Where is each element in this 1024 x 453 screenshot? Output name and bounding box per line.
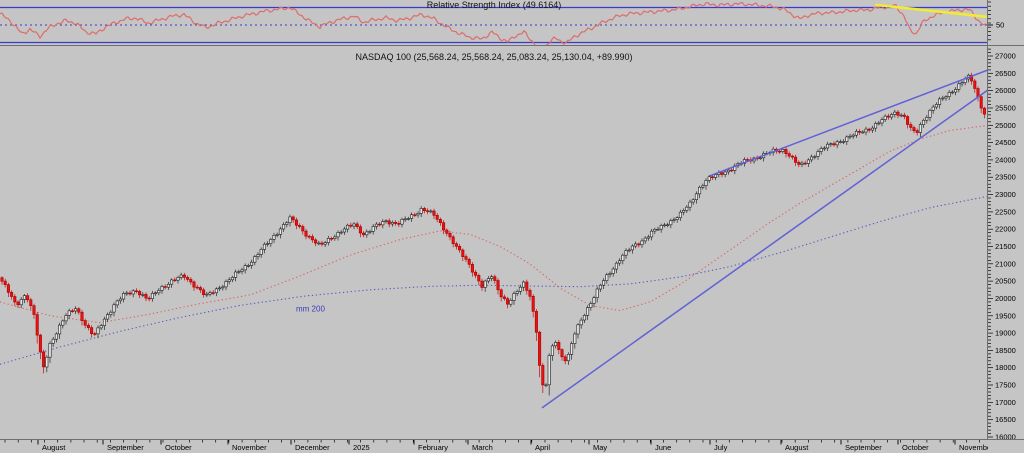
price-trendlines[interactable] — [541, 69, 988, 409]
month-label: July — [714, 443, 728, 452]
price-axis-label: 26000 — [995, 86, 1016, 95]
price-axis-label: 20000 — [995, 294, 1016, 303]
price-plot-area[interactable]: mm 200 — [0, 46, 988, 439]
rsi-line — [0, 1, 987, 45]
price-axis-label: 27000 — [995, 52, 1016, 61]
month-label: September — [107, 443, 144, 452]
rsi-panel[interactable]: Relative Strength Index (49.6164) — [0, 0, 988, 45]
price-axis-label: 23000 — [995, 190, 1016, 199]
price-axis-label: 24500 — [995, 138, 1016, 147]
price-axis-label: 21000 — [995, 259, 1016, 268]
axis-separator — [0, 439, 1024, 440]
month-label: August — [42, 443, 66, 452]
month-label: 2025 — [353, 443, 370, 452]
price-axis-label: 26500 — [995, 69, 1016, 78]
month-label: February — [418, 443, 448, 452]
ma-50-line — [0, 124, 988, 324]
price-axis-ticks: 16000 16500 17000 17500 18000 18500 19000 19500… — [988, 48, 1016, 440]
rsi-plot-area[interactable] — [0, 0, 988, 45]
price-axis-label: 24000 — [995, 155, 1016, 164]
ma-200-label: mm 200 — [296, 305, 325, 314]
price-axis-label: 18500 — [995, 346, 1016, 355]
price-axis-label: 22500 — [995, 207, 1016, 216]
rsi-axis-ticks: 50 — [988, 1, 1004, 41]
price-axis-label: 22000 — [995, 225, 1016, 234]
rsi-trendline[interactable] — [874, 3, 988, 19]
price-axis-label: 20500 — [995, 277, 1016, 286]
month-label: August — [785, 443, 809, 452]
price-axis-label: 25000 — [995, 121, 1016, 130]
trendline-1[interactable] — [541, 89, 988, 409]
axis-corner — [988, 440, 1024, 453]
time-axis: August September October November December 20… — [0, 440, 988, 453]
rsi-value-axis: 50 — [988, 0, 1024, 45]
price-axis-label: 23500 — [995, 173, 1016, 182]
month-label: April — [535, 443, 550, 452]
price-axis-label: 16500 — [995, 415, 1016, 424]
price-axis-label: 17000 — [995, 398, 1016, 407]
trendline-2[interactable] — [709, 69, 988, 177]
candlestick-series — [0, 72, 986, 396]
month-label: October — [165, 443, 192, 452]
month-label: November — [232, 443, 267, 452]
month-label: March — [472, 443, 493, 452]
month-label: May — [593, 443, 607, 452]
price-axis-label: 18000 — [995, 363, 1016, 372]
time-axis-ticks: August September October November December 20… — [4, 440, 988, 452]
month-label: June — [655, 443, 671, 452]
price-axis-label: 19000 — [995, 329, 1016, 338]
month-label: December — [295, 443, 330, 452]
month-label: September — [845, 443, 882, 452]
month-label: November — [959, 443, 988, 452]
price-axis-label: 21500 — [995, 242, 1016, 251]
price-axis-label: 25500 — [995, 104, 1016, 113]
price-axis-label: 17500 — [995, 381, 1016, 390]
price-axis-label: 16000 — [995, 433, 1016, 440]
price-axis-label: 19500 — [995, 311, 1016, 320]
price-value-axis: 16000 16500 17000 17500 18000 18500 19000 19500… — [988, 46, 1024, 439]
yaxis-separator — [987, 0, 988, 440]
panel-separator — [0, 45, 1024, 46]
rsi-axis-label: 50 — [996, 21, 1004, 30]
month-label: October — [902, 443, 929, 452]
price-panel[interactable]: mm 200 NASDAQ 100 (25,568.24, 25,568.24,… — [0, 46, 988, 439]
